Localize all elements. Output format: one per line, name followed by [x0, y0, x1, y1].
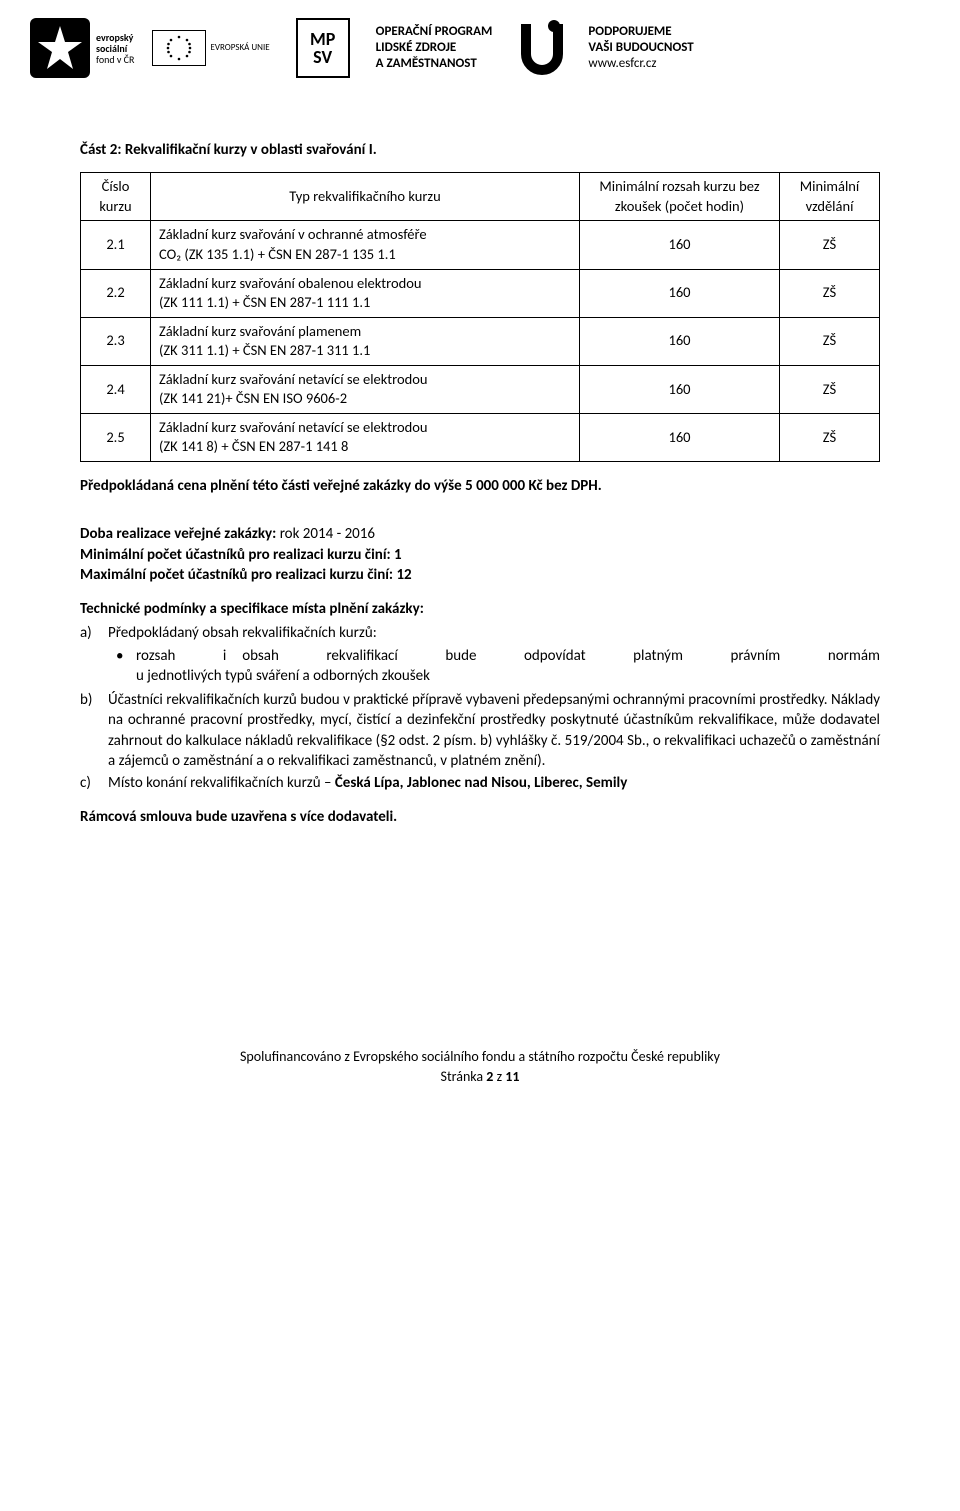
section-title: Část 2: Rekvalifikační kurzy v oblasti s… [80, 140, 880, 160]
label-c: c) [80, 773, 108, 793]
th-hours: Minimální rozsah kurzu bez zkoušek (poče… [580, 173, 780, 221]
tech-item-c: c) Místo konání rekvalifikačních kurzů –… [80, 773, 880, 793]
th-type: Typ rekvalifikačního kurzu [151, 173, 580, 221]
esf-line3: fond v ČR [96, 54, 134, 65]
cell-num: 2.2 [81, 269, 151, 317]
realization-block: Doba realizace veřejné zakázky: rok 2014… [80, 524, 880, 585]
cell-num: 2.5 [81, 413, 151, 461]
cell-hours: 160 [580, 269, 780, 317]
cell-hours: 160 [580, 317, 780, 365]
esf-line2: sociální [96, 43, 134, 54]
bullet-list-a: • rozsah i obsah rekvalifikací bude odpo… [108, 646, 880, 687]
support-text: PODPORUJEME VAŠI BUDOUCNOST www.esfcr.cz [588, 24, 693, 73]
tech-conditions-title: Technické podmínky a specifikace místa p… [80, 599, 880, 619]
esf-logo-block: evropský sociální fond v ČR [30, 18, 134, 78]
cell-desc: Základní kurz svařování obalenou elektro… [151, 269, 580, 317]
label-b: b) [80, 690, 108, 771]
cell-desc: Základní kurz svařování netavící se elek… [151, 365, 580, 413]
table-row: 2.4 Základní kurz svařování netavící se … [81, 365, 880, 413]
support-l1: PODPORUJEME [588, 24, 693, 40]
op-l2: LIDSKÉ ZDROJE [376, 40, 493, 56]
bullet-a1-text: rozsah i obsah rekvalifikací bude odpoví… [136, 646, 880, 687]
mpsv-bottom: SV [313, 48, 332, 66]
cell-hours: 160 [580, 413, 780, 461]
final-statement: Rámcová smlouva bude uzavřena s více dod… [80, 807, 880, 827]
esf-line1: evropský [96, 32, 134, 43]
bullet-a1: • rozsah i obsah rekvalifikací bude odpo… [108, 646, 880, 687]
eu-flag-icon [152, 30, 206, 66]
th-number: Číslo kurzu [81, 173, 151, 221]
table-row: 2.3 Základní kurz svařování plamenem (ZK… [81, 317, 880, 365]
cell-hours: 160 [580, 221, 780, 269]
esf-star-icon [30, 18, 90, 78]
cell-desc: Základní kurz svařování plamenem (ZK 311… [151, 317, 580, 365]
cell-num: 2.3 [81, 317, 151, 365]
label-a: a) [80, 623, 108, 688]
min-participants: Minimální počet účastníků pro realizaci … [80, 546, 402, 564]
period-value: rok 2014 - 2016 [276, 525, 375, 543]
tech-list: a) Předpokládaný obsah rekvalifikačních … [80, 623, 880, 793]
cell-edu: ZŠ [780, 317, 880, 365]
bullet-dot-icon: • [108, 646, 136, 687]
max-participants: Maximální počet účastníků pro realizaci … [80, 566, 412, 584]
assumed-price: Předpokládaná cena plnění této části veř… [80, 476, 880, 496]
op-program-text: OPERAČNÍ PROGRAM LIDSKÉ ZDROJE A ZAMĚSTN… [376, 24, 493, 73]
cell-edu: ZŠ [780, 413, 880, 461]
body-a: Předpokládaný obsah rekvalifikačních kur… [108, 623, 880, 688]
eu-caption: EVROPSKÁ UNIE [210, 42, 269, 54]
support-l2: VAŠI BUDOUCNOST [588, 40, 693, 56]
th-edu: Minimální vzdělání [780, 173, 880, 221]
cell-desc: Základní kurz svařování netavící se elek… [151, 413, 580, 461]
cell-edu: ZŠ [780, 221, 880, 269]
support-l3: www.esfcr.cz [588, 56, 693, 72]
body-c: Místo konání rekvalifikačních kurzů – Če… [108, 773, 880, 793]
cell-edu: ZŠ [780, 269, 880, 317]
page-footer: Spolufinancováno z Evropského sociálního… [80, 1048, 880, 1088]
cell-num: 2.4 [81, 365, 151, 413]
cell-edu: ZŠ [780, 365, 880, 413]
footer-line1: Spolufinancováno z Evropského sociálního… [80, 1048, 880, 1067]
table-row: 2.1 Základní kurz svařování v ochranné a… [81, 221, 880, 269]
cell-hours: 160 [580, 365, 780, 413]
u-logo-icon [518, 18, 566, 78]
op-l1: OPERAČNÍ PROGRAM [376, 24, 493, 40]
cell-num: 2.1 [81, 221, 151, 269]
eu-flag-block: EVROPSKÁ UNIE [146, 30, 269, 66]
tech-item-b: b) Účastníci rekvalifikačních kurzů budo… [80, 690, 880, 771]
page-body: Část 2: Rekvalifikační kurzy v oblasti s… [0, 92, 960, 1117]
footer-line2: Stránka 2 z 11 [80, 1068, 880, 1087]
mpsv-logo: MP SV [296, 18, 350, 78]
tech-item-a: a) Předpokládaný obsah rekvalifikačních … [80, 623, 880, 688]
header-logo-bar: evropský sociální fond v ČR EVROPSKÁ UNI… [0, 0, 960, 92]
op-l3: A ZAMĚSTNANOST [376, 56, 493, 72]
course-table: Číslo kurzu Typ rekvalifikačního kurzu M… [80, 172, 880, 462]
table-header-row: Číslo kurzu Typ rekvalifikačního kurzu M… [81, 173, 880, 221]
body-b: Účastníci rekvalifikačních kurzů budou v… [108, 690, 880, 771]
table-row: 2.2 Základní kurz svařování obalenou ele… [81, 269, 880, 317]
cell-desc: Základní kurz svařování v ochranné atmos… [151, 221, 580, 269]
period-label: Doba realizace veřejné zakázky: [80, 525, 276, 543]
table-row: 2.5 Základní kurz svařování netavící se … [81, 413, 880, 461]
esf-text: evropský sociální fond v ČR [96, 32, 134, 65]
